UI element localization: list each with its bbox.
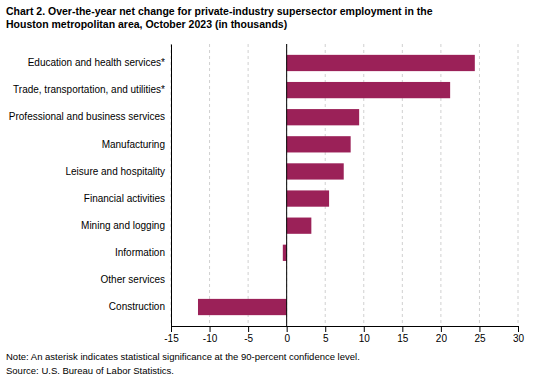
y-tick: Professional and business services [9, 111, 171, 122]
x-tick: 25 [474, 326, 486, 344]
y-axis: Construction Other services Information Min… [9, 45, 172, 327]
bar [287, 82, 450, 98]
y-tick-label: Construction [109, 301, 165, 312]
y-tick-label: Education and health services* [28, 57, 165, 68]
grid-line [518, 44, 519, 326]
x-tick: 0 [284, 326, 290, 344]
bar [287, 190, 329, 206]
x-tick: 20 [436, 326, 448, 344]
y-tick: Financial activities [84, 193, 171, 204]
x-tick-label: 20 [436, 333, 448, 344]
y-tick-label: Manufacturing [102, 139, 165, 150]
bar [287, 55, 475, 71]
x-tick: 10 [359, 326, 371, 344]
x-tick: 30 [513, 326, 525, 344]
title: Chart 2. Over-the-year net change for pr… [6, 5, 433, 17]
y-tick: Leisure and hospitality [65, 166, 171, 177]
bar [198, 299, 287, 315]
x-tick-mark [402, 326, 403, 332]
y-tick: Manufacturing [102, 139, 171, 150]
x-axis-line [172, 327, 519, 333]
x-tick-label: 15 [397, 333, 409, 344]
source: Source: U.S. Bureau of Labor Statistics. [6, 365, 174, 376]
y-tick-label: Financial activities [84, 193, 165, 204]
y-tick: Other services [101, 274, 171, 285]
x-tick-mark [287, 326, 288, 332]
plot: -15 -10 -5 0 5 10 15 20 25 30 Construction Other se… [9, 44, 525, 344]
x-tick-label: 5 [323, 333, 329, 344]
title: Houston metropolitan area, October 2023 … [6, 18, 287, 30]
bar [287, 136, 351, 152]
bar [287, 163, 344, 179]
x-tick: -10 [203, 326, 218, 344]
x-tick: 15 [397, 326, 409, 344]
x-tick-label: 25 [474, 333, 486, 344]
y-tick: Trade, transportation, and utilities* [13, 84, 171, 95]
x-tick-mark [325, 326, 326, 332]
x-tick-label: -10 [203, 333, 218, 344]
y-tick: Information [115, 247, 171, 258]
x-tick-mark [518, 326, 519, 332]
x-tick-mark [210, 326, 211, 332]
y-tick: Mining and logging [81, 220, 171, 231]
y-tick-label: Leisure and hospitality [65, 166, 165, 177]
bar [287, 109, 359, 125]
note: Note: An asterisk indicates statistical … [6, 351, 360, 362]
grid-line [209, 44, 210, 326]
x-tick-mark [364, 326, 365, 332]
y-tick: Construction [109, 301, 171, 312]
x-tick: -15 [164, 326, 179, 344]
bar [283, 245, 287, 261]
x-tick: -5 [244, 326, 253, 344]
y-tick-label: Professional and business services [9, 111, 165, 122]
y-tick: Education and health services* [28, 57, 171, 68]
x-tick: 5 [323, 326, 329, 344]
x-tick-mark [171, 326, 172, 332]
grid [171, 44, 518, 326]
bar [287, 218, 312, 234]
y-tick-label: Trade, transportation, and utilities* [13, 84, 165, 95]
grid-line [286, 44, 287, 326]
bars [198, 55, 475, 315]
y-tick-label: Mining and logging [81, 220, 165, 231]
x-tick-label: 0 [284, 333, 290, 344]
x-axis: -15 -10 -5 0 5 10 15 20 25 30 [164, 326, 524, 344]
x-tick-mark [479, 326, 480, 332]
grid-line [479, 44, 480, 326]
x-tick-label: -15 [164, 333, 179, 344]
y-tick-label: Information [115, 247, 165, 258]
x-tick-label: -5 [244, 333, 253, 344]
grid-line [248, 44, 249, 326]
x-tick-label: 10 [359, 333, 371, 344]
x-tick-mark [441, 326, 442, 332]
x-tick-label: 30 [513, 333, 525, 344]
chart-container: Chart 2. Over-the-year net change for pr… [0, 0, 536, 382]
grid-line [171, 44, 172, 326]
chart: Chart 2. Over-the-year net change for pr… [0, 0, 536, 382]
x-tick-mark [248, 326, 249, 332]
y-tick-label: Other services [101, 274, 165, 285]
y-axis-line [171, 45, 172, 327]
zero-line [286, 44, 287, 326]
